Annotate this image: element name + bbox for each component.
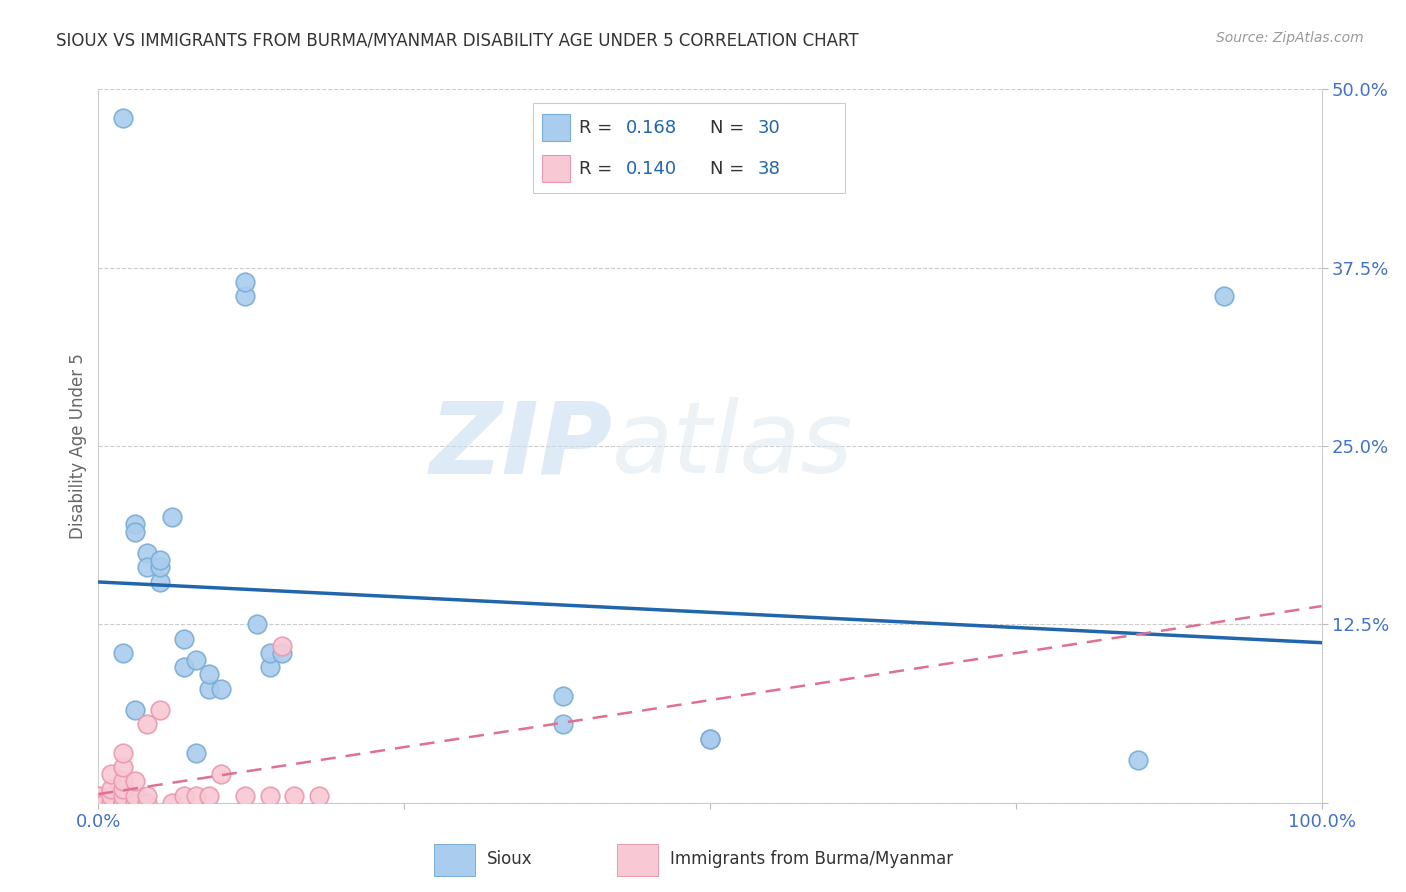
Point (100, 789, 122, 803)
Point (111, 796, 134, 810)
Point (111, 111, 134, 125)
Point (136, 789, 159, 803)
Y-axis label: Disability Age Under 5: Disability Age Under 5 (69, 353, 87, 539)
Point (233, 789, 256, 803)
Point (308, 789, 330, 803)
Point (233, 275, 256, 289)
Point (173, 789, 195, 803)
Point (149, 574, 172, 589)
Text: atlas: atlas (612, 398, 853, 494)
Point (87, 796, 110, 810)
Point (87, 796, 110, 810)
Point (186, 789, 208, 803)
Point (111, 760, 134, 774)
Point (124, 703, 146, 717)
Point (233, 289, 256, 303)
Point (124, 774, 146, 789)
Text: Sioux: Sioux (486, 849, 533, 868)
Point (259, 660, 281, 674)
Point (100, 767, 122, 781)
Point (197, 789, 219, 803)
Point (136, 717, 159, 731)
Text: N =: N = (710, 119, 751, 136)
Point (93, 796, 115, 810)
Point (149, 703, 172, 717)
Point (124, 796, 146, 810)
Point (209, 681, 232, 696)
Point (149, 553, 172, 567)
Text: N =: N = (710, 160, 751, 178)
Point (186, 653, 208, 667)
Point (259, 646, 281, 660)
Point (87, 796, 110, 810)
Text: 30: 30 (758, 119, 780, 136)
Point (270, 646, 294, 660)
Point (124, 524, 146, 539)
Point (149, 560, 172, 574)
Point (136, 796, 159, 810)
Point (553, 689, 575, 703)
Point (124, 789, 146, 803)
Point (173, 660, 195, 674)
Point (87, 789, 110, 803)
Bar (617, 844, 658, 876)
Text: Immigrants from Burma/Myanmar: Immigrants from Burma/Myanmar (669, 849, 953, 868)
Point (111, 789, 134, 803)
Point (173, 632, 195, 646)
Point (699, 731, 721, 746)
Point (111, 796, 134, 810)
Text: SIOUX VS IMMIGRANTS FROM BURMA/MYANMAR DISABILITY AGE UNDER 5 CORRELATION CHART: SIOUX VS IMMIGRANTS FROM BURMA/MYANMAR D… (56, 31, 859, 49)
Text: Source: ZipAtlas.com: Source: ZipAtlas.com (1216, 31, 1364, 45)
Point (111, 781, 134, 796)
Point (1212, 289, 1234, 303)
Bar (433, 844, 475, 876)
Point (111, 646, 134, 660)
Point (111, 774, 134, 789)
Text: R =: R = (579, 160, 619, 178)
Text: 38: 38 (758, 160, 780, 178)
Point (160, 510, 183, 524)
Point (111, 796, 134, 810)
Point (197, 667, 219, 681)
Point (87, 789, 110, 803)
Point (270, 639, 294, 653)
Bar (543, 155, 569, 182)
Text: ZIP: ZIP (429, 398, 612, 494)
Point (124, 517, 146, 532)
Point (197, 681, 219, 696)
Point (93, 796, 115, 810)
Point (136, 560, 159, 574)
Point (100, 781, 122, 796)
Text: R =: R = (579, 119, 619, 136)
Point (1128, 753, 1150, 767)
Point (100, 796, 122, 810)
Point (160, 796, 183, 810)
FancyBboxPatch shape (533, 103, 845, 193)
Text: 0.140: 0.140 (626, 160, 678, 178)
Point (283, 789, 305, 803)
Point (553, 717, 575, 731)
Point (186, 746, 208, 760)
Point (259, 789, 281, 803)
Point (87, 796, 110, 810)
Point (136, 546, 159, 560)
Text: 0.168: 0.168 (626, 119, 678, 136)
Point (699, 731, 721, 746)
Point (209, 767, 232, 781)
Point (111, 746, 134, 760)
Bar (543, 114, 569, 141)
Point (246, 617, 269, 632)
Point (87, 796, 110, 810)
